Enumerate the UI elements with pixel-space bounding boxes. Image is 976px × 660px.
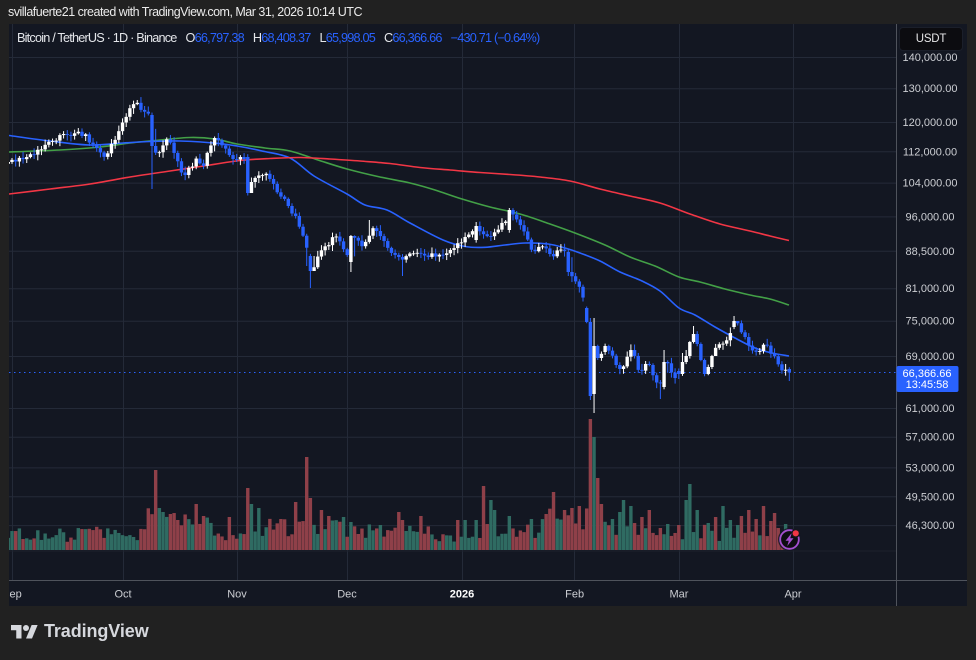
svg-text:69,000.00: 69,000.00: [906, 351, 955, 363]
svg-text:112,000.00: 112,000.00: [903, 146, 957, 158]
svg-text:2026: 2026: [450, 589, 474, 601]
svg-text:Nov: Nov: [227, 589, 247, 601]
svg-text:120,000.00: 120,000.00: [902, 117, 957, 129]
svg-text:Sep: Sep: [9, 589, 22, 601]
svg-text:Apr: Apr: [784, 589, 801, 601]
svg-text:130,000.00: 130,000.00: [902, 83, 957, 95]
svg-text:61,000.00: 61,000.00: [906, 403, 955, 415]
svg-text:Feb: Feb: [565, 589, 584, 601]
svg-text:53,000.00: 53,000.00: [906, 462, 955, 474]
svg-text:66,366.66: 66,366.66: [903, 368, 952, 380]
svg-text:88,500.00: 88,500.00: [906, 246, 955, 258]
svg-text:75,000.00: 75,000.00: [906, 316, 955, 328]
svg-text:Oct: Oct: [114, 589, 131, 601]
svg-text:Mar: Mar: [670, 589, 689, 601]
svg-text:104,000.00: 104,000.00: [902, 178, 957, 190]
svg-text:57,000.00: 57,000.00: [906, 432, 955, 444]
svg-text:Dec: Dec: [337, 589, 357, 601]
svg-text:140,000.00: 140,000.00: [902, 52, 957, 64]
svg-text:46,300.00: 46,300.00: [906, 520, 955, 532]
svg-text:13:45:58: 13:45:58: [906, 379, 949, 391]
svg-text:81,000.00: 81,000.00: [906, 283, 955, 295]
svg-text:96,000.00: 96,000.00: [906, 211, 955, 223]
svg-text:49,500.00: 49,500.00: [906, 491, 955, 503]
